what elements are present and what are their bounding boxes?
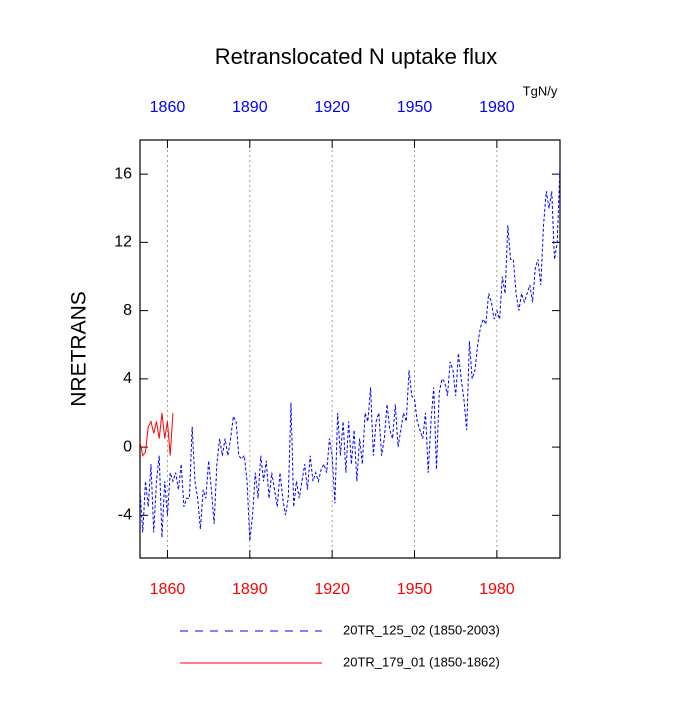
units-label: TgN/y — [523, 83, 558, 98]
x-tick-label-top: 1980 — [479, 99, 515, 116]
x-tick-label: 1920 — [314, 581, 350, 598]
x-tick-label-top: 1860 — [150, 99, 186, 116]
x-tick-label: 1950 — [397, 581, 433, 598]
legend-label: 20TR_179_01 (1850-1862) — [343, 654, 500, 669]
chart-title: Retranslocated N uptake flux — [215, 44, 498, 69]
y-tick-label: -4 — [118, 507, 132, 524]
legend-label: 20TR_125_02 (1850-2003) — [343, 622, 500, 637]
x-tick-label: 1860 — [150, 581, 186, 598]
y-tick-label: 16 — [114, 165, 132, 182]
y-tick-label: 4 — [123, 370, 132, 387]
x-tick-label-top: 1950 — [397, 99, 433, 116]
series-line — [139, 412, 174, 457]
x-tick-label-top: 1920 — [314, 99, 350, 116]
y-axis-label: NRETRANS — [68, 291, 91, 407]
x-tick-label-top: 1890 — [232, 99, 268, 116]
y-tick-label: 0 — [123, 438, 132, 455]
y-tick-label: 12 — [114, 234, 132, 251]
plot-frame — [139, 139, 561, 559]
y-tick-label: 8 — [123, 302, 132, 319]
x-tick-label: 1980 — [479, 581, 515, 598]
x-tick-label: 1890 — [232, 581, 268, 598]
